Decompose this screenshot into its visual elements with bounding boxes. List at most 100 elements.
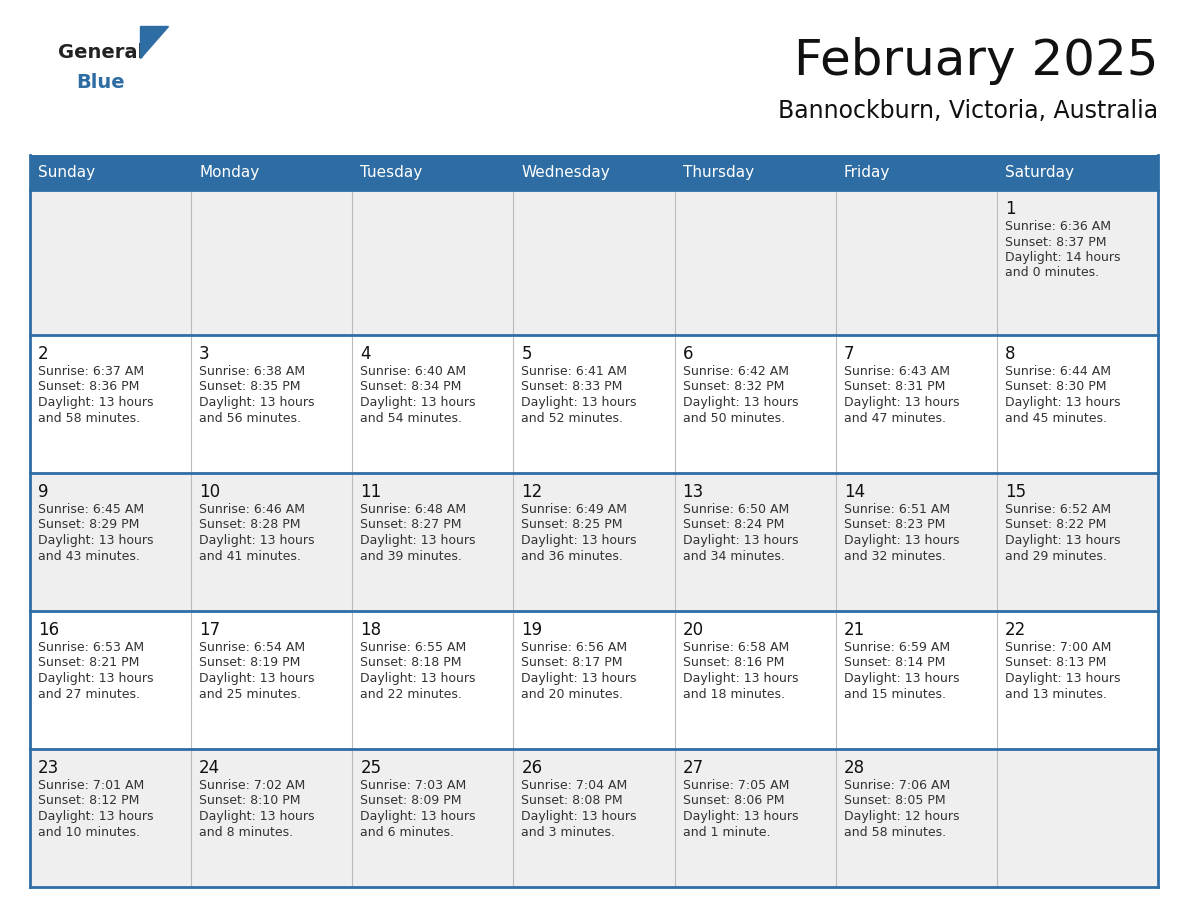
Text: and 41 minutes.: and 41 minutes. (200, 550, 301, 563)
Text: Sunset: 8:27 PM: Sunset: 8:27 PM (360, 519, 462, 532)
Text: Daylight: 13 hours: Daylight: 13 hours (38, 672, 153, 685)
Text: Sunset: 8:24 PM: Sunset: 8:24 PM (683, 519, 784, 532)
Text: 26: 26 (522, 759, 543, 777)
Text: Sunrise: 6:40 AM: Sunrise: 6:40 AM (360, 365, 467, 378)
Text: Daylight: 13 hours: Daylight: 13 hours (522, 672, 637, 685)
Text: Daylight: 13 hours: Daylight: 13 hours (200, 396, 315, 409)
Text: Sunrise: 7:02 AM: Sunrise: 7:02 AM (200, 779, 305, 792)
Text: Monday: Monday (200, 165, 259, 180)
Text: and 6 minutes.: and 6 minutes. (360, 825, 454, 838)
Text: Sunset: 8:17 PM: Sunset: 8:17 PM (522, 656, 623, 669)
Text: Daylight: 13 hours: Daylight: 13 hours (200, 810, 315, 823)
Text: and 10 minutes.: and 10 minutes. (38, 825, 140, 838)
Text: Sunset: 8:08 PM: Sunset: 8:08 PM (522, 794, 623, 808)
Text: Sunrise: 6:43 AM: Sunrise: 6:43 AM (843, 365, 949, 378)
Text: Sunrise: 6:44 AM: Sunrise: 6:44 AM (1005, 365, 1111, 378)
Text: Sunset: 8:12 PM: Sunset: 8:12 PM (38, 794, 139, 808)
Text: Daylight: 13 hours: Daylight: 13 hours (360, 534, 475, 547)
Text: Sunrise: 7:03 AM: Sunrise: 7:03 AM (360, 779, 467, 792)
Text: Sunset: 8:23 PM: Sunset: 8:23 PM (843, 519, 946, 532)
Text: Sunset: 8:31 PM: Sunset: 8:31 PM (843, 380, 946, 394)
Text: 20: 20 (683, 621, 703, 639)
Text: and 56 minutes.: and 56 minutes. (200, 411, 301, 424)
Bar (30, 190, 1158, 335)
Text: Sunrise: 6:46 AM: Sunrise: 6:46 AM (200, 503, 305, 516)
Text: Friday: Friday (843, 165, 890, 180)
Text: and 50 minutes.: and 50 minutes. (683, 411, 785, 424)
Text: Thursday: Thursday (683, 165, 753, 180)
Text: Sunrise: 6:36 AM: Sunrise: 6:36 AM (1005, 220, 1111, 233)
Text: Sunset: 8:09 PM: Sunset: 8:09 PM (360, 794, 462, 808)
Text: Sunrise: 6:59 AM: Sunrise: 6:59 AM (843, 641, 950, 654)
Text: Sunset: 8:18 PM: Sunset: 8:18 PM (360, 656, 462, 669)
Text: and 20 minutes.: and 20 minutes. (522, 688, 624, 700)
Text: Daylight: 14 hours: Daylight: 14 hours (1005, 251, 1120, 264)
Text: and 32 minutes.: and 32 minutes. (843, 550, 946, 563)
Text: Tuesday: Tuesday (360, 165, 423, 180)
Polygon shape (140, 26, 168, 58)
Text: 14: 14 (843, 483, 865, 501)
Text: Blue: Blue (76, 73, 125, 92)
Text: Sunset: 8:28 PM: Sunset: 8:28 PM (200, 519, 301, 532)
Text: Sunday: Sunday (38, 165, 95, 180)
Text: and 25 minutes.: and 25 minutes. (200, 688, 301, 700)
Text: Daylight: 13 hours: Daylight: 13 hours (522, 396, 637, 409)
Text: and 13 minutes.: and 13 minutes. (1005, 688, 1107, 700)
Bar (30, 335, 1158, 473)
Text: 13: 13 (683, 483, 703, 501)
Text: 18: 18 (360, 621, 381, 639)
Text: 8: 8 (1005, 345, 1016, 363)
Text: Sunset: 8:13 PM: Sunset: 8:13 PM (1005, 656, 1106, 669)
Text: and 58 minutes.: and 58 minutes. (38, 411, 140, 424)
Text: 3: 3 (200, 345, 210, 363)
Text: 2: 2 (38, 345, 49, 363)
Text: 4: 4 (360, 345, 371, 363)
Text: 11: 11 (360, 483, 381, 501)
Text: 16: 16 (38, 621, 59, 639)
Text: Wednesday: Wednesday (522, 165, 611, 180)
Text: and 34 minutes.: and 34 minutes. (683, 550, 784, 563)
Text: 21: 21 (843, 621, 865, 639)
Text: 24: 24 (200, 759, 220, 777)
Text: and 18 minutes.: and 18 minutes. (683, 688, 784, 700)
Text: Sunset: 8:14 PM: Sunset: 8:14 PM (843, 656, 946, 669)
Text: Sunset: 8:35 PM: Sunset: 8:35 PM (200, 380, 301, 394)
Text: Daylight: 13 hours: Daylight: 13 hours (38, 396, 153, 409)
Text: Sunrise: 6:41 AM: Sunrise: 6:41 AM (522, 365, 627, 378)
Text: 17: 17 (200, 621, 220, 639)
Text: Sunrise: 7:04 AM: Sunrise: 7:04 AM (522, 779, 627, 792)
Text: and 27 minutes.: and 27 minutes. (38, 688, 140, 700)
Text: Sunset: 8:37 PM: Sunset: 8:37 PM (1005, 236, 1106, 249)
Text: Sunset: 8:34 PM: Sunset: 8:34 PM (360, 380, 462, 394)
Text: Sunrise: 7:06 AM: Sunrise: 7:06 AM (843, 779, 950, 792)
Text: Daylight: 13 hours: Daylight: 13 hours (38, 534, 153, 547)
Text: Sunrise: 7:00 AM: Sunrise: 7:00 AM (1005, 641, 1111, 654)
Bar (30, 155, 1158, 190)
Text: 19: 19 (522, 621, 543, 639)
Text: Daylight: 13 hours: Daylight: 13 hours (843, 396, 959, 409)
Text: Sunrise: 6:52 AM: Sunrise: 6:52 AM (1005, 503, 1111, 516)
Text: 23: 23 (38, 759, 59, 777)
Bar (30, 611, 1158, 749)
Text: Sunset: 8:21 PM: Sunset: 8:21 PM (38, 656, 139, 669)
Text: Daylight: 13 hours: Daylight: 13 hours (683, 396, 798, 409)
Bar (30, 749, 1158, 887)
Text: and 47 minutes.: and 47 minutes. (843, 411, 946, 424)
Text: Daylight: 13 hours: Daylight: 13 hours (683, 534, 798, 547)
Text: Sunrise: 6:55 AM: Sunrise: 6:55 AM (360, 641, 467, 654)
Text: Sunset: 8:33 PM: Sunset: 8:33 PM (522, 380, 623, 394)
Text: and 39 minutes.: and 39 minutes. (360, 550, 462, 563)
Text: Sunset: 8:29 PM: Sunset: 8:29 PM (38, 519, 139, 532)
Text: Sunset: 8:30 PM: Sunset: 8:30 PM (1005, 380, 1106, 394)
Text: and 36 minutes.: and 36 minutes. (522, 550, 624, 563)
Text: Sunrise: 6:48 AM: Sunrise: 6:48 AM (360, 503, 467, 516)
Bar (30, 473, 1158, 611)
Text: 1: 1 (1005, 200, 1016, 218)
Text: Sunrise: 7:05 AM: Sunrise: 7:05 AM (683, 779, 789, 792)
Text: Sunrise: 6:38 AM: Sunrise: 6:38 AM (200, 365, 305, 378)
Text: Sunset: 8:05 PM: Sunset: 8:05 PM (843, 794, 946, 808)
Text: 22: 22 (1005, 621, 1026, 639)
Text: Daylight: 13 hours: Daylight: 13 hours (360, 810, 475, 823)
Text: and 45 minutes.: and 45 minutes. (1005, 411, 1107, 424)
Text: Daylight: 13 hours: Daylight: 13 hours (1005, 672, 1120, 685)
